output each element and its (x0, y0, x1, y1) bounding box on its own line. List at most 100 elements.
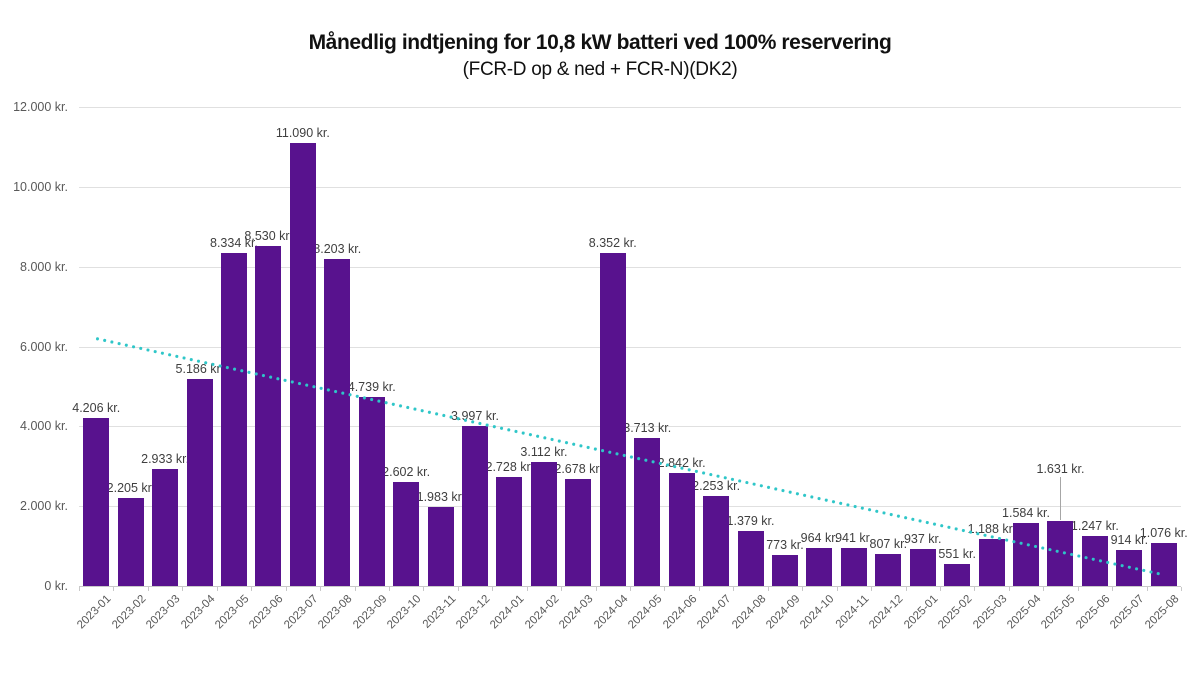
callout-leader-line (1060, 476, 1062, 520)
bar-2025-08 (1150, 543, 1177, 586)
bar-value-label: 2.602 kr. (382, 465, 431, 480)
bar-2024-08 (737, 530, 764, 586)
x-axis-tick (733, 587, 735, 591)
bar-2023-12 (462, 426, 489, 586)
x-axis-tick (767, 587, 769, 591)
x-axis-tick (285, 587, 287, 591)
y-axis-label: 8.000 kr. (20, 259, 68, 274)
bar-2024-10 (806, 547, 833, 586)
chart-title: Månedlig indtjening for 10,8 kW batteri … (308, 31, 892, 54)
x-axis-tick (182, 587, 184, 591)
bar-value-label: 1.584 kr. (1002, 505, 1051, 520)
bar-value-label: 2.678 kr. (554, 462, 603, 477)
x-axis-tick (836, 587, 838, 591)
bar-value-label: 937 kr. (903, 531, 942, 546)
x-axis-tick (79, 587, 80, 591)
x-axis-tick (492, 587, 494, 591)
bar-value-label: 1.076 kr. (1139, 526, 1188, 541)
bar-value-label: 2.205 kr. (106, 480, 155, 495)
x-axis-tick (630, 587, 631, 591)
x-axis-line (79, 586, 1181, 587)
chart-subtitle: (FCR-D op & ned + FCR-N)(DK2) (462, 59, 738, 80)
bar-2023-09 (358, 396, 385, 586)
bar-value-label: 1.247 kr. (1070, 519, 1119, 534)
bar-2023-02 (117, 497, 144, 586)
x-axis-tick (526, 587, 528, 591)
bar-2024-09 (771, 555, 798, 586)
bar-2024-12 (875, 553, 902, 586)
x-axis-tick (698, 587, 700, 591)
x-axis-tick (1077, 587, 1079, 591)
bar-value-label: 8.530 kr. (244, 228, 293, 243)
x-axis-tick (1181, 587, 1182, 591)
bar-value-label: 1.631 kr. (1036, 461, 1085, 476)
bar-2023-11 (427, 506, 454, 586)
x-axis-tick (974, 587, 976, 591)
x-axis-tick (905, 587, 907, 591)
bar-2023-10 (393, 482, 420, 586)
bar-value-label: 8.334 kr. (209, 236, 258, 251)
x-axis-tick (457, 587, 459, 591)
bar-2023-01 (83, 418, 110, 586)
bar-value-label: 2.253 kr. (692, 479, 741, 494)
bar-2024-07 (703, 496, 730, 586)
bar-value-label: 4.739 kr. (347, 379, 396, 394)
bar-value-label: 773 kr. (766, 538, 804, 553)
bar-2025-04 (1013, 522, 1040, 586)
x-axis-tick (251, 587, 253, 591)
bar-2025-03 (978, 538, 1005, 586)
bar-2023-03 (152, 468, 179, 586)
bar-value-label: 1.379 kr. (726, 513, 775, 528)
bar-value-label: 3.112 kr. (520, 444, 568, 459)
bar-2023-06 (255, 245, 282, 586)
bar-value-label: 4.206 kr. (72, 401, 121, 416)
bar-2024-11 (840, 548, 867, 586)
x-axis-tick (147, 587, 149, 591)
y-axis-label: 12.000 kr. (13, 100, 68, 114)
x-axis-tick (939, 587, 941, 591)
x-axis-tick (320, 587, 322, 591)
bar-2024-02 (530, 461, 557, 586)
bar-2025-01 (909, 548, 936, 586)
x-axis-tick (1043, 587, 1045, 591)
bar-value-label: 551 kr. (938, 547, 976, 561)
x-axis-tick (664, 587, 666, 591)
bar-value-label: 941 kr. (835, 531, 873, 546)
x-axis-tick (595, 587, 597, 591)
x-axis-tick (113, 587, 115, 591)
x-axis-tick (1008, 587, 1010, 591)
y-axis-label: 0 kr. (44, 579, 68, 593)
y-axis-label: 2.000 kr. (20, 499, 68, 514)
bar-value-label: 807 kr. (869, 536, 908, 551)
bar-value-label: 11.090 kr. (275, 126, 330, 141)
x-axis-tick (423, 587, 425, 591)
x-axis-tick (1146, 587, 1148, 591)
x-axis-tick (216, 587, 218, 591)
bar-2024-04 (599, 252, 626, 586)
bar-2024-03 (565, 479, 592, 586)
x-axis-tick (1112, 587, 1114, 591)
bar-value-label: 914 kr. (1110, 532, 1149, 547)
gridline (79, 107, 1181, 108)
bar-2023-04 (186, 378, 213, 586)
y-axis-label: 10.000 kr. (13, 179, 68, 194)
y-axis-label: 6.000 kr. (20, 339, 68, 354)
bar-value-label: 1.983 kr. (416, 489, 465, 504)
y-axis-label: 4.000 kr. (20, 419, 68, 434)
gridline (79, 346, 1181, 348)
bar-value-label: 2.728 kr. (485, 460, 534, 475)
bar-value-label: 964 kr. (800, 530, 839, 545)
bar-value-label: 3.713 kr. (623, 420, 672, 435)
bar-2023-05 (220, 253, 247, 586)
bar-2025-02 (944, 564, 971, 586)
x-axis-tick (871, 587, 873, 591)
bar-value-label: 8.352 kr. (588, 235, 637, 250)
x-axis-tick (354, 587, 356, 591)
x-axis-tick (561, 587, 563, 591)
bar-2024-01 (496, 477, 523, 586)
bar-value-label: 8.203 kr. (313, 241, 362, 256)
gridline (79, 506, 1181, 508)
gridline (79, 266, 1181, 268)
